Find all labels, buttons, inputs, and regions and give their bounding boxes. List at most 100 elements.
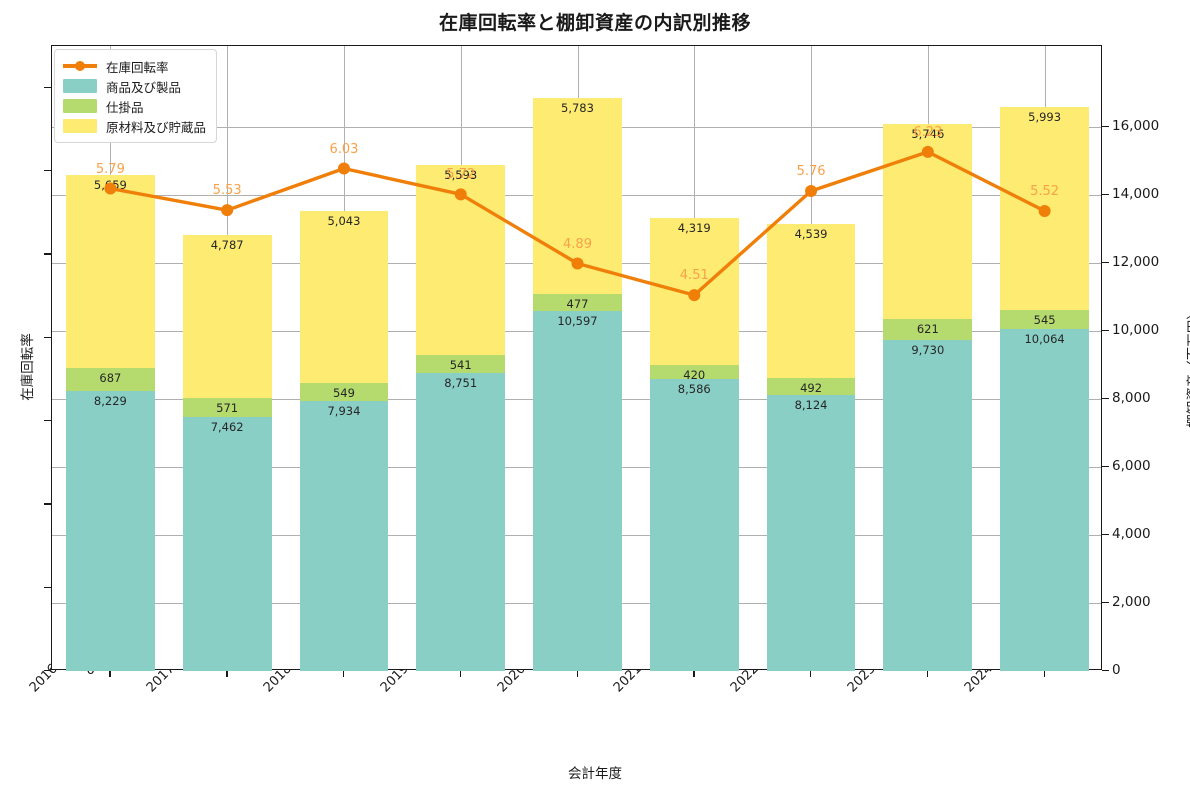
bar-stack[interactable]: 7,934 549 5,043 — [299, 46, 389, 671]
bar-stack[interactable]: 8,751 541 5,593 — [416, 46, 506, 671]
y-axis-right-tick-label: 8,000 — [1112, 389, 1151, 406]
line-value-label: 5.72 — [446, 167, 476, 183]
y-axis-right-tick-mark — [1102, 125, 1109, 128]
x-axis-tick-mark — [342, 670, 345, 677]
legend-item[interactable]: 原材料及び貯蔵品 — [63, 116, 206, 136]
y-axis-left-tick-mark — [44, 503, 51, 505]
bar-segment[interactable] — [66, 175, 155, 368]
bar-segment[interactable] — [883, 340, 973, 671]
legend-item[interactable]: 在庫回転率 — [63, 56, 206, 76]
legend-item[interactable]: 仕掛品 — [63, 96, 206, 116]
legend-color-swatch — [63, 79, 97, 93]
y-axis-left-tick-mark — [44, 420, 51, 422]
x-axis-tick-mark — [926, 670, 929, 677]
legend: 在庫回転率商品及び製品 仕掛品原材料及び貯蔵品 — [54, 49, 218, 143]
y-axis-right-tick-mark — [1102, 533, 1109, 536]
legend-item-label: 仕掛品 — [106, 99, 144, 115]
line-marker[interactable] — [454, 188, 467, 201]
line-marker[interactable] — [805, 185, 818, 197]
bar-segment[interactable] — [533, 310, 622, 671]
x-axis-tick-mark — [109, 670, 111, 677]
y-axis-right-tick-mark — [1102, 397, 1109, 400]
y-axis-left-tick-mark — [44, 336, 51, 339]
x-axis-tick-mark — [226, 670, 228, 677]
x-axis-tick-mark — [810, 670, 812, 677]
y-axis-right-tick-mark — [1102, 670, 1109, 672]
bar-segment[interactable] — [182, 397, 272, 418]
line-marker[interactable] — [921, 145, 934, 158]
bar-segment[interactable] — [416, 373, 506, 671]
y-axis-right-tick-label: 10,000 — [1112, 321, 1160, 338]
x-axis-tick-mark — [459, 670, 462, 677]
legend-color-swatch — [63, 119, 97, 133]
y-axis-right-title: 棚卸資産（百万円） — [1185, 306, 1190, 428]
y-axis-left-tick-mark — [44, 170, 51, 172]
y-axis-right-tick-label: 6,000 — [1112, 457, 1151, 474]
inventory-turnover-line — [108, 150, 1047, 297]
plot-area: 8,2296875,6597,4625714,7877,9345495,0438… — [51, 45, 1102, 671]
bar-segment[interactable] — [66, 367, 155, 392]
x-axis-tick-mark — [576, 670, 578, 677]
legend-line-icon — [63, 59, 97, 73]
line-value-label: 5.53 — [212, 183, 242, 199]
x-axis-tick-mark — [1043, 670, 1045, 677]
y-axis-right-tick-mark — [1102, 601, 1109, 604]
y-axis-left-tick-mark — [44, 253, 51, 255]
y-axis-right-tick-label: 4,000 — [1112, 525, 1151, 542]
line-value-label: 5.52 — [1030, 184, 1060, 199]
line-value-label: 6.23 — [913, 124, 943, 140]
y-axis-right-tick-mark — [1102, 193, 1109, 196]
x-axis-title: 会計年度 — [568, 766, 622, 782]
legend-item-label: 在庫回転率 — [106, 59, 169, 75]
legend-item-label: 原材料及び貯蔵品 — [106, 119, 207, 135]
y-axis-left-tick-mark — [44, 670, 51, 672]
y-axis-right-tick-label: 14,000 — [1112, 185, 1160, 202]
bar-segment[interactable] — [416, 355, 506, 374]
y-axis-right-tick-label: 0 — [1112, 662, 1121, 678]
line-value-label: 5.79 — [95, 161, 125, 177]
line-value-label: 4.51 — [679, 268, 709, 284]
bar-segment[interactable] — [299, 401, 389, 671]
y-axis-left-title: 在庫回転率 — [19, 333, 36, 401]
x-axis-tick-mark — [693, 670, 695, 677]
bar-segment[interactable] — [649, 379, 739, 671]
y-axis-right-tick-mark — [1102, 261, 1109, 264]
legend-item[interactable]: 商品及び製品 — [63, 76, 206, 96]
y-axis-right-tick-mark — [1102, 329, 1109, 332]
line-marker[interactable] — [688, 289, 701, 302]
y-axis-right-tick-label: 2,000 — [1112, 593, 1151, 610]
bar-segment[interactable] — [766, 223, 856, 379]
y-axis-left-tick-mark — [44, 586, 51, 589]
line-marker[interactable] — [221, 204, 234, 217]
bar-segment[interactable] — [66, 391, 155, 671]
bar-segment[interactable] — [299, 211, 389, 383]
bar-segment[interactable] — [299, 382, 389, 402]
legend-item-label: 商品及び製品 — [106, 79, 182, 95]
bar-segment[interactable] — [649, 364, 739, 380]
line-marker[interactable] — [104, 182, 117, 195]
bar-segment[interactable] — [883, 319, 973, 341]
y-axis-right-tick-mark — [1102, 465, 1109, 468]
chart-title: 在庫回転率と棚卸資産の内訳別推移 — [438, 12, 751, 34]
bar-segment[interactable] — [766, 378, 856, 395]
line-markers — [104, 145, 1051, 302]
bar-stack[interactable]: 8,586 420 4,319 — [649, 46, 739, 671]
bar-segment[interactable] — [182, 417, 272, 671]
line-value-label: 6.03 — [329, 141, 359, 157]
bar-segment[interactable] — [766, 394, 856, 671]
bar-segment[interactable] — [182, 235, 272, 398]
line-marker[interactable] — [337, 162, 350, 175]
line-value-label: 5.76 — [796, 164, 826, 179]
bar-segment[interactable] — [1000, 310, 1089, 329]
line-marker[interactable] — [571, 257, 584, 270]
bar-segment[interactable] — [533, 294, 622, 311]
y-axis-right-tick-label: 16,000 — [1112, 117, 1160, 134]
bar-segment[interactable] — [1000, 328, 1089, 671]
line-value-label: 4.89 — [563, 236, 592, 252]
y-axis-right-tick-label: 12,000 — [1112, 253, 1160, 270]
line-marker[interactable] — [1038, 205, 1051, 217]
line-series — [104, 145, 1051, 302]
y-axis-left-tick-mark — [44, 86, 51, 89]
legend-color-swatch — [63, 99, 97, 113]
